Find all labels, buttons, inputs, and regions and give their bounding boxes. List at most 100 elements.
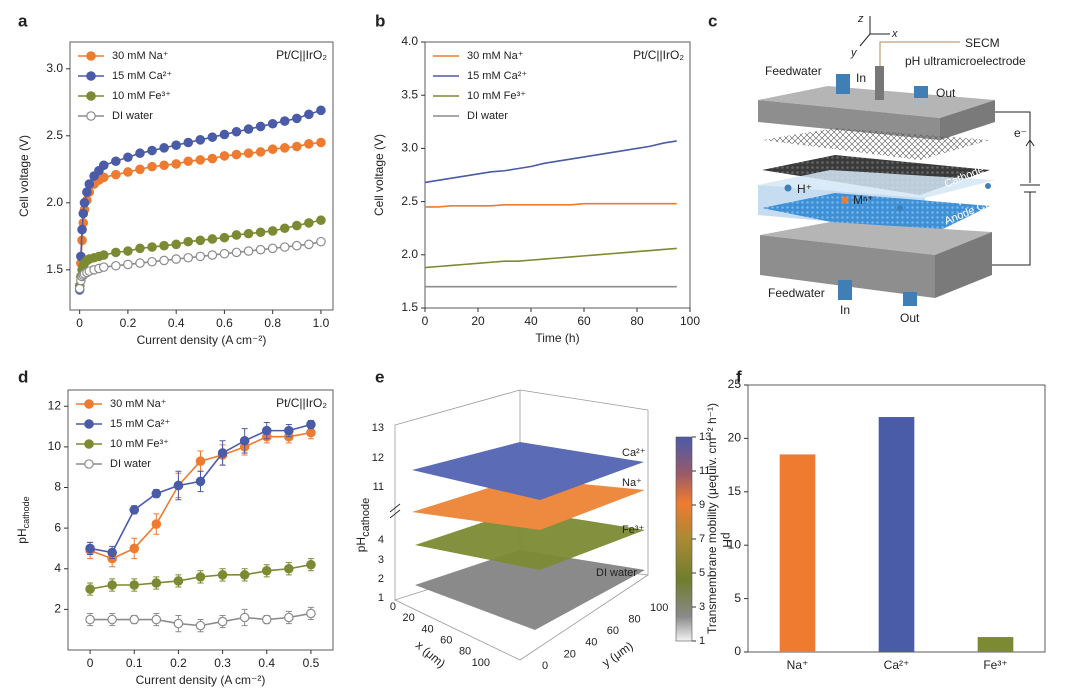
marker (219, 248, 230, 259)
feed-label: Feedwater (768, 286, 825, 300)
legend-marker (84, 419, 94, 429)
marker (111, 260, 121, 271)
x-tick-label: 0 (87, 656, 94, 670)
marker (207, 250, 218, 260)
marker (77, 224, 87, 235)
legend-label: 30 mM Na⁺ (112, 50, 169, 62)
panel-label: c (708, 11, 717, 30)
y-axis-label: Cell voltage (V) (372, 134, 386, 216)
feed-label: Feedwater (765, 64, 822, 78)
probe-label: pH ultramicroelectrode (905, 54, 1026, 68)
y-label: pH (15, 528, 29, 543)
y-tick-label: 20 (728, 431, 742, 445)
legend-marker (84, 439, 94, 449)
plot-frame (424, 41, 691, 309)
secm-label: SECM (965, 36, 1000, 50)
outlet (903, 292, 917, 306)
y-tick-label: 1.5 (401, 300, 418, 314)
x-tick-label: 40 (524, 314, 538, 328)
layer-label: Na⁺ (622, 477, 642, 489)
annotation: Pt/C||IrO₂ (276, 396, 327, 410)
x-tick-label: 0 (390, 601, 396, 613)
y-tick-label: 2.0 (401, 247, 418, 261)
panel-label: d (18, 367, 28, 386)
x-tick-label: Na⁺ (787, 658, 809, 672)
top-plate (758, 100, 940, 140)
marker (147, 161, 157, 172)
series-line (78, 109, 322, 290)
marker (304, 218, 314, 228)
marker (304, 139, 314, 149)
axis-x: x (891, 28, 898, 40)
plot-frame (69, 41, 334, 311)
marker (107, 547, 117, 558)
marker (123, 167, 133, 177)
y-tick-label: 2 (54, 602, 61, 616)
y-tick-label: 2.0 (46, 195, 63, 209)
ion-pin (841, 196, 849, 204)
pem (758, 170, 995, 198)
legend-label: DI water (467, 110, 508, 122)
marker (147, 256, 157, 267)
electron-arrow (1025, 139, 1035, 160)
marker (304, 109, 314, 120)
y-label-sub: cathode (21, 496, 31, 528)
z-tick-label: 1 (378, 592, 384, 604)
mesh (762, 128, 990, 160)
y-tick-label: 40 (585, 637, 597, 649)
marker (135, 164, 145, 175)
x-tick-label: 40 (421, 623, 433, 635)
z-tick-label: 3 (378, 554, 384, 566)
marker (151, 614, 162, 625)
marker (255, 244, 266, 255)
marker (261, 565, 272, 576)
marker (267, 226, 278, 236)
axis-y: y (850, 47, 858, 59)
marker (219, 129, 230, 140)
marker (292, 240, 302, 251)
colorbar-label: pH (720, 532, 734, 547)
marker (183, 252, 194, 263)
x-tick-label: 60 (577, 314, 591, 328)
colorbar-tick-label: 3 (699, 601, 705, 613)
ion-pin (897, 205, 903, 211)
y-axis-label: y (μm) (599, 639, 635, 670)
marker (111, 156, 121, 167)
marker (316, 105, 326, 116)
marker (279, 242, 290, 252)
circuit (992, 111, 1040, 266)
x-tick-label: 20 (471, 314, 485, 328)
y-tick-label: 3.5 (401, 87, 418, 101)
y-tick-label: 8 (54, 480, 61, 494)
marker (98, 172, 109, 183)
marker (316, 215, 326, 226)
bar (779, 454, 816, 652)
colorbar-tick-label: 7 (699, 533, 705, 545)
marker (239, 570, 250, 580)
marker (316, 236, 326, 247)
anode-cl (762, 193, 990, 240)
marker (243, 124, 254, 134)
y-tick-label: 25 (728, 377, 742, 391)
bottom-plate (760, 222, 992, 255)
axis-break (389, 503, 401, 519)
marker (239, 612, 250, 623)
panel-labels: a b c d e f (18, 11, 742, 386)
marker (261, 614, 272, 625)
marker (159, 160, 169, 171)
marker (98, 160, 109, 171)
marker (195, 572, 206, 582)
marker (217, 570, 228, 580)
y-tick-label: 3.0 (46, 61, 63, 75)
marker (183, 236, 194, 247)
marker (255, 147, 266, 157)
marker (255, 121, 266, 132)
cell-diagram: z x y SECM pH ultramicroelectrode Feedwa… (758, 13, 1040, 325)
marker (173, 480, 184, 491)
out-label: Out (900, 311, 920, 325)
marker (123, 259, 133, 270)
y-tick-label: 0 (542, 660, 548, 672)
x-tick-label: 0.4 (258, 656, 275, 670)
marker (219, 151, 230, 161)
z-tick-label: 11 (373, 481, 384, 493)
